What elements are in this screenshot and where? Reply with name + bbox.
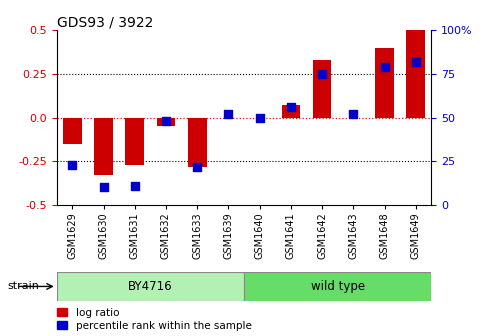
Point — [100, 185, 107, 190]
Bar — [94, 118, 113, 175]
Point — [412, 59, 420, 65]
Point — [256, 115, 264, 120]
Bar — [157, 118, 176, 126]
Point — [287, 104, 295, 110]
Text: wild type: wild type — [311, 280, 365, 293]
Bar — [188, 118, 207, 167]
Text: strain: strain — [7, 282, 39, 291]
Bar — [57, 272, 244, 301]
Point — [69, 162, 76, 167]
Bar — [63, 118, 82, 144]
Text: BY4716: BY4716 — [128, 280, 173, 293]
Point — [131, 183, 139, 188]
Text: GDS93 / 3922: GDS93 / 3922 — [57, 15, 153, 29]
Point — [193, 164, 201, 169]
Point — [381, 64, 388, 70]
Legend: log ratio, percentile rank within the sample: log ratio, percentile rank within the sa… — [57, 308, 251, 331]
Bar — [125, 118, 144, 165]
Point — [350, 112, 357, 117]
Bar — [282, 106, 300, 118]
Point — [318, 71, 326, 77]
Point — [162, 118, 170, 124]
Bar — [313, 60, 331, 118]
Point — [224, 112, 232, 117]
Bar — [244, 272, 431, 301]
Bar — [406, 30, 425, 118]
Bar — [375, 48, 394, 118]
